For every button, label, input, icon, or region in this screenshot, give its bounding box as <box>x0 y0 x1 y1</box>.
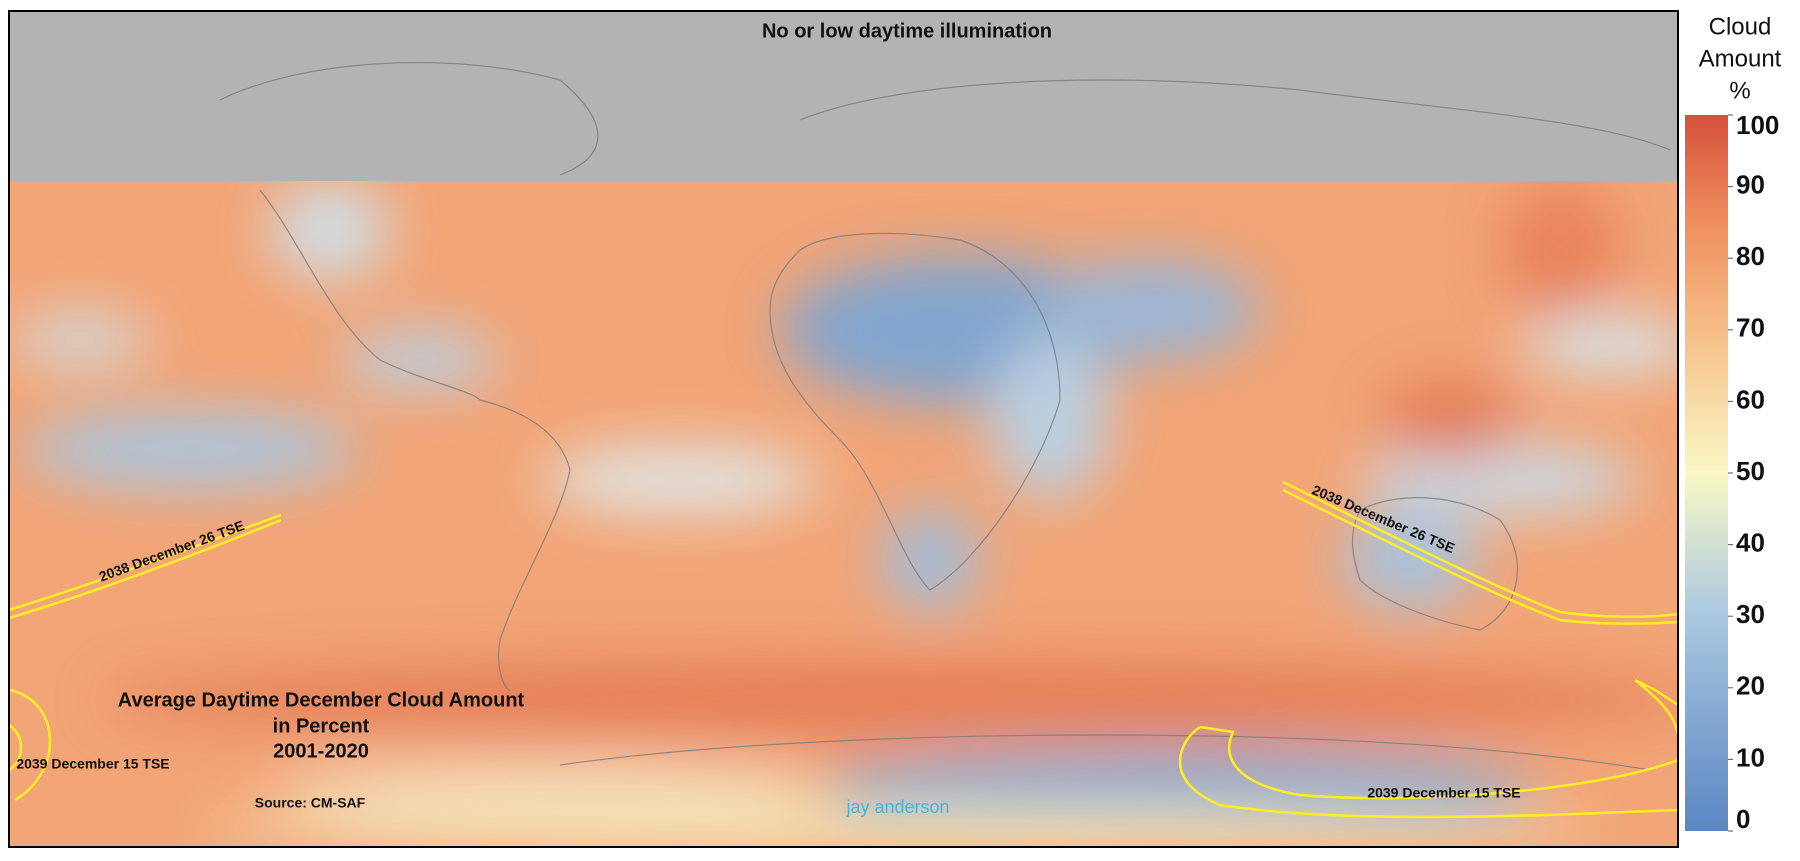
colorbar-tick-label: 10 <box>1736 742 1765 772</box>
cloud-map <box>9 11 1678 847</box>
eclipse-label: 2039 December 15 TSE <box>16 756 169 772</box>
colorbar-tick-label: 90 <box>1736 169 1765 199</box>
colorbar-title: Cloud <box>1709 13 1772 40</box>
map-frame <box>8 10 1679 848</box>
eclipse-label: 2039 December 15 TSE <box>1367 785 1520 801</box>
colorbar-title: % <box>1729 77 1750 104</box>
colorbar-tick-label: 50 <box>1736 456 1765 486</box>
colorbar-tick-label: 100 <box>1736 110 1779 140</box>
colorbar-tick-label: 0 <box>1736 804 1750 834</box>
map-title: 2001-2020 <box>273 740 369 762</box>
colorbar-tick-label: 60 <box>1736 384 1765 414</box>
source-label: Source: CM-SAF <box>255 795 366 811</box>
map-title: Average Daytime December Cloud Amount <box>118 689 525 711</box>
colorbar-title: Amount <box>1699 45 1782 72</box>
coastlines <box>219 62 1671 771</box>
colorbar-tick-label: 70 <box>1736 313 1765 343</box>
eclipse-paths <box>9 480 1678 819</box>
colorbar-tick-label: 40 <box>1736 527 1765 557</box>
colorbar-tick-label: 20 <box>1736 671 1765 701</box>
colorbar <box>1685 115 1728 831</box>
author-label: jay anderson <box>845 797 949 817</box>
illumination-label: No or low daytime illumination <box>762 20 1052 42</box>
map-title: in Percent <box>273 715 370 737</box>
colorbar-tick-label: 30 <box>1736 599 1765 629</box>
colorbar-tick-label: 80 <box>1736 241 1765 271</box>
